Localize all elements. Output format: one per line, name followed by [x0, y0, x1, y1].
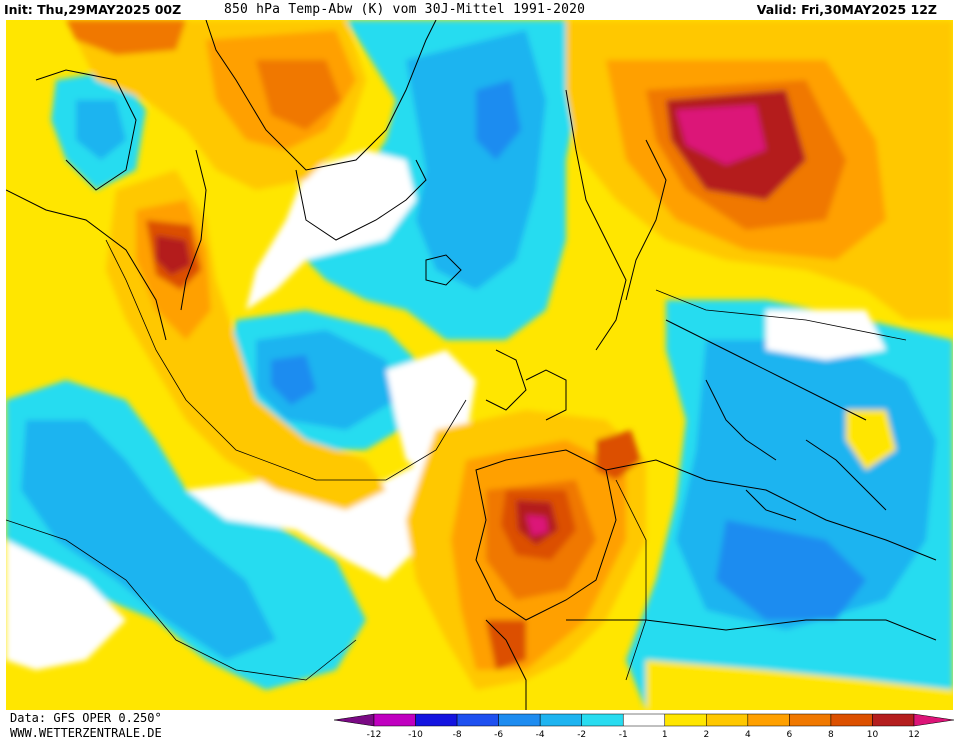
legend-swatch	[456, 713, 499, 727]
legend-bar	[334, 713, 955, 727]
legend-swatch	[830, 713, 873, 727]
chart-title: 850 hPa Temp-Abw (K) vom 30J-Mittel 1991…	[224, 2, 586, 17]
legend-swatch	[539, 713, 582, 727]
legend-swatch	[789, 713, 832, 727]
website-link[interactable]: WWW.WETTERZENTRALE.DE	[10, 726, 162, 740]
legend-tick-label: -6	[494, 730, 503, 740]
legend-tick-label: -1	[619, 730, 628, 740]
chart-footer: Data: GFS OPER 0.250° WWW.WETTERZENTRALE…	[0, 710, 959, 741]
legend-swatch	[706, 713, 749, 727]
temperature-anomaly-map	[6, 20, 953, 710]
legend-tick-label: -4	[536, 730, 545, 740]
legend-tick-label: 4	[745, 730, 751, 740]
legend-swatch	[913, 713, 955, 727]
anomaly-fields	[6, 20, 953, 710]
legend-tick-label: 10	[867, 730, 879, 740]
legend-tick-label: 6	[787, 730, 793, 740]
legend-swatch	[747, 713, 790, 727]
color-legend: -12 -10 -8 -6 -4 -2 -1 1 2 4 6 8 10 12	[334, 713, 955, 740]
legend-swatch	[498, 713, 541, 727]
contour-lines	[6, 239, 907, 681]
legend-tick-label: 12	[908, 730, 919, 740]
legend-swatch	[622, 713, 666, 727]
legend-tick-label: -12	[367, 730, 382, 740]
valid-time: Valid: Fri,30MAY2025 12Z	[756, 2, 937, 17]
legend-swatch	[415, 713, 458, 727]
legend-swatch	[664, 713, 707, 727]
coastlines	[6, 20, 937, 710]
init-time: Init: Thu,29MAY2025 00Z	[4, 2, 182, 17]
chart-header: Init: Thu,29MAY2025 00Z 850 hPa Temp-Abw…	[0, 0, 959, 20]
legend-tick-label: 8	[828, 730, 834, 740]
legend-swatch	[334, 713, 375, 727]
legend-ticks: -12 -10 -8 -6 -4 -2 -1 1 2 4 6 8 10 12	[367, 730, 920, 740]
legend-tick-label: -10	[408, 730, 423, 740]
legend-tick-label: -2	[577, 730, 586, 740]
data-source: Data: GFS OPER 0.250°	[10, 711, 162, 725]
legend-swatch	[373, 713, 416, 727]
legend-swatch	[581, 713, 624, 727]
legend-tick-label: 2	[703, 730, 709, 740]
legend-tick-label: 1	[662, 730, 668, 740]
legend-swatch	[872, 713, 915, 727]
legend-tick-label: -8	[453, 730, 462, 740]
